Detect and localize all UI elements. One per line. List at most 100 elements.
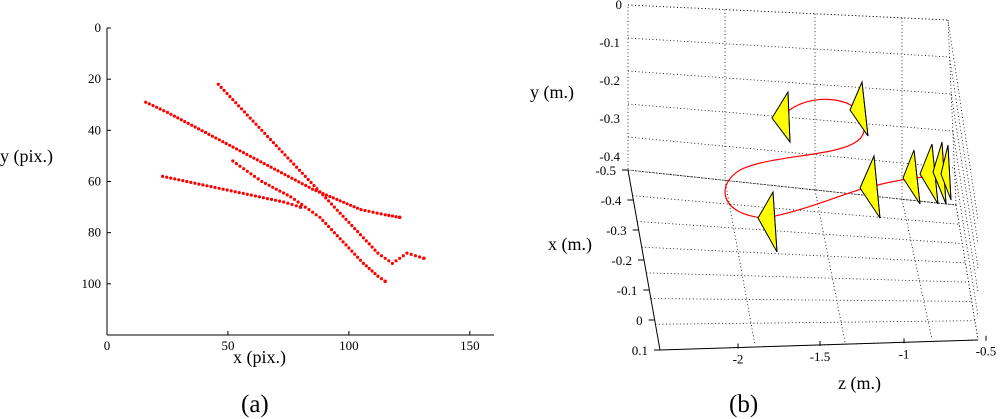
grid-line xyxy=(954,167,979,317)
scatter-point xyxy=(387,259,391,263)
scatter-point xyxy=(394,215,398,219)
scatter-points-a xyxy=(144,82,426,284)
scatter-point xyxy=(268,137,273,142)
scatter-point xyxy=(285,193,289,197)
camera-marker xyxy=(757,190,778,253)
scatter-point xyxy=(376,251,380,255)
scatter-point xyxy=(353,252,357,256)
grid-line xyxy=(627,4,949,21)
scatter-point xyxy=(217,186,221,190)
scatter-point xyxy=(144,100,148,104)
scatter-point xyxy=(231,159,235,163)
scatter-point xyxy=(327,199,331,203)
scatter-point xyxy=(358,233,363,237)
scatter-point xyxy=(256,177,260,181)
scatter-point xyxy=(241,191,245,195)
scatter-point xyxy=(181,179,185,183)
camera-marker xyxy=(902,149,921,205)
scatter-point xyxy=(405,251,409,255)
y-tick-label-b: -0.1 xyxy=(599,35,620,50)
scatter-point xyxy=(347,246,351,250)
scatter-point xyxy=(248,154,252,158)
grid-line xyxy=(814,189,846,343)
scatter-point xyxy=(356,255,360,259)
z-tick-label-b: -1.5 xyxy=(810,349,831,364)
panel-b: 0-0.1-0.2-0.3-0.4 -0.5-0.4-0.3-0.2-0.100… xyxy=(530,0,996,418)
scatter-point xyxy=(271,185,275,189)
x-tick-label-b: -0.5 xyxy=(595,163,616,178)
scatter-point xyxy=(242,167,246,171)
scatter-point xyxy=(242,110,246,114)
scatter-point xyxy=(251,119,255,123)
scatter-point xyxy=(341,214,345,218)
scatter-point xyxy=(263,181,267,185)
z-tick-label-b: -0.5 xyxy=(976,344,997,359)
scatter-point xyxy=(245,192,249,196)
grid-line xyxy=(627,70,952,95)
y-tick-label-a: 40 xyxy=(88,122,101,137)
scatter-point xyxy=(318,215,322,219)
scatter-point xyxy=(332,205,336,209)
scatter-point xyxy=(292,162,296,166)
grid-line xyxy=(627,37,950,58)
scatter-point xyxy=(344,243,348,247)
scatter-point xyxy=(290,176,294,180)
scatter-point xyxy=(349,203,353,207)
scatter-point xyxy=(361,236,365,240)
scatter-point xyxy=(267,183,271,187)
grid-line xyxy=(632,195,960,225)
x-tick-label-b: -0.4 xyxy=(601,193,622,208)
scatter-point xyxy=(363,208,367,213)
y-ticks-a: 0 20 40 60 80 100 xyxy=(82,20,111,291)
grid-line xyxy=(949,56,979,245)
x-tick-label-a: 50 xyxy=(221,338,234,353)
scatter-point xyxy=(387,213,391,217)
scatter-point xyxy=(190,123,194,127)
scatter-point xyxy=(309,180,313,185)
scatter-point xyxy=(255,158,259,162)
scatter-point xyxy=(207,132,211,136)
grid-line xyxy=(655,320,975,325)
x-ticks-a: 0 50 100 150 xyxy=(104,331,480,353)
scatter-point xyxy=(259,160,263,164)
scatter-point xyxy=(209,185,213,189)
scatter-point xyxy=(186,121,190,125)
scatter-point xyxy=(289,159,293,163)
scatter-point xyxy=(335,197,339,201)
y-tick-label-a: 20 xyxy=(88,71,101,86)
scatter-point xyxy=(321,218,325,222)
scatter-point xyxy=(238,164,242,168)
scatter-point xyxy=(286,156,290,160)
scatter-point xyxy=(390,261,394,265)
scatter-point xyxy=(338,199,342,203)
scatter-point xyxy=(200,129,204,133)
scatter-point xyxy=(315,187,319,191)
scatter-point xyxy=(254,122,258,126)
scatter-point xyxy=(342,200,346,204)
scatter-point xyxy=(311,210,315,214)
scatter-point xyxy=(277,199,282,203)
scatter-point xyxy=(364,239,368,243)
scatter-point xyxy=(418,255,422,259)
scatter-point xyxy=(231,145,235,149)
grid-line xyxy=(646,272,969,283)
scatter-point xyxy=(358,258,363,262)
scatter-point xyxy=(303,205,307,209)
scatter-point xyxy=(300,171,304,175)
scatter-point xyxy=(221,187,225,191)
scatter-point xyxy=(274,144,278,148)
scatter-point xyxy=(228,143,232,147)
scatter-point xyxy=(278,189,282,193)
scatter-point xyxy=(300,202,304,207)
scatter-point xyxy=(225,188,229,192)
scatter-point xyxy=(282,191,286,195)
scatter-point xyxy=(371,210,375,214)
scatter-point xyxy=(394,259,398,263)
grid-line xyxy=(724,180,756,346)
y-tick-label-a: 60 xyxy=(88,174,101,189)
scatter-point xyxy=(328,194,332,199)
scatter-point xyxy=(361,261,365,265)
scatter-point xyxy=(295,165,299,169)
scatter-point xyxy=(222,88,226,92)
scatter-point xyxy=(350,223,354,228)
